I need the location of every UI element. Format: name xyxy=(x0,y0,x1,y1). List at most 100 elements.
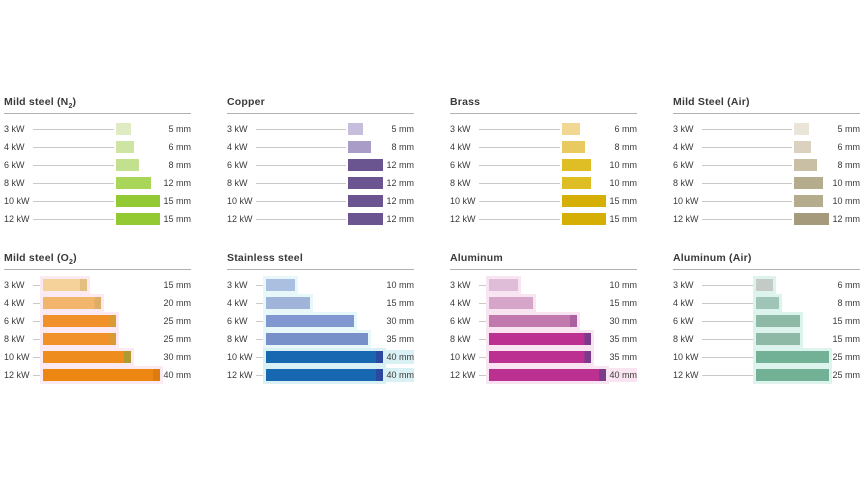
bar-track xyxy=(755,297,829,309)
chart-row: 3 kW 10 mm xyxy=(450,276,637,294)
connector-line xyxy=(33,146,114,148)
bar-track xyxy=(116,159,160,171)
chart-row: 3 kW 6 mm xyxy=(673,276,860,294)
bar xyxy=(562,141,586,153)
chart-title: Mild steel (O2) xyxy=(4,252,191,266)
bar-track xyxy=(755,315,829,327)
power-label: 8 kW xyxy=(227,334,248,344)
power-label: 10 kW xyxy=(450,352,476,362)
thickness-label: 10 mm xyxy=(609,160,637,170)
thickness-label: 6 mm xyxy=(837,142,861,152)
thickness-label: 15 mm xyxy=(163,214,191,224)
bar xyxy=(116,159,140,171)
bar xyxy=(116,123,131,135)
bar xyxy=(793,195,824,207)
bar-track xyxy=(42,351,160,363)
connector-line xyxy=(479,128,560,130)
chart-row: 6 kW 30 mm xyxy=(227,312,414,330)
bar-track xyxy=(562,195,606,207)
connector-line xyxy=(33,302,41,304)
bar-track xyxy=(793,213,829,225)
bar-track xyxy=(42,297,160,309)
chart-row: 6 kW 8 mm xyxy=(673,156,860,174)
chart-row: 3 kW 5 mm xyxy=(227,120,414,138)
chart-rows: 3 kW 6 mm 4 kW 8 mm 6 kW 10 mm 8 kW 10 m… xyxy=(450,120,637,228)
connector-line xyxy=(479,338,487,340)
chart-title-subscript: 2 xyxy=(68,103,73,111)
thickness-label: 25 mm xyxy=(163,334,191,344)
chart-rows: 3 kW 5 mm 4 kW 8 mm 6 kW 12 mm 8 kW 12 m… xyxy=(227,120,414,228)
chart-title-text: Aluminum (Air) xyxy=(673,252,752,264)
chart-row: 12 kW 25 mm xyxy=(673,366,860,384)
bar xyxy=(116,195,160,207)
thickness-label: 30 mm xyxy=(609,316,637,326)
chart-row: 4 kW 15 mm xyxy=(450,294,637,312)
power-label: 6 kW xyxy=(227,316,248,326)
charts-grid: Mild steel (N2) 3 kW 5 mm 4 kW 6 mm 6 kW… xyxy=(4,96,860,384)
connector-line xyxy=(256,218,346,220)
chart-row: 4 kW 8 mm xyxy=(450,138,637,156)
bar-track xyxy=(793,195,829,207)
power-label: 3 kW xyxy=(673,280,694,290)
chart-rows: 3 kW 15 mm 4 kW 20 mm 6 kW 25 mm 8 kW 25… xyxy=(4,276,191,384)
chart-row: 8 kW 35 mm xyxy=(227,330,414,348)
bar xyxy=(755,297,780,309)
bar xyxy=(488,297,533,309)
chart-row: 6 kW 10 mm xyxy=(450,156,637,174)
bar xyxy=(793,177,824,189)
power-label: 3 kW xyxy=(4,280,25,290)
chart-row: 4 kW 6 mm xyxy=(673,138,860,156)
bar-track xyxy=(265,369,383,381)
bar xyxy=(793,123,809,135)
thickness-label: 10 mm xyxy=(386,280,414,290)
power-label: 8 kW xyxy=(4,334,25,344)
chart-title-text: Aluminum xyxy=(450,252,503,264)
chart-row: 10 kW 12 mm xyxy=(227,192,414,210)
bar-track xyxy=(347,213,383,225)
thickness-label: 12 mm xyxy=(386,178,414,188)
thickness-label: 40 mm xyxy=(163,370,191,380)
thickness-label: 30 mm xyxy=(386,316,414,326)
thickness-label: 10 mm xyxy=(832,178,860,188)
thickness-label: 15 mm xyxy=(163,280,191,290)
power-label: 12 kW xyxy=(227,370,253,380)
bar xyxy=(265,333,369,345)
thickness-label: 25 mm xyxy=(832,352,860,362)
bar xyxy=(347,177,383,189)
bar xyxy=(347,195,383,207)
bar-track xyxy=(265,333,383,345)
chart-title: Aluminum xyxy=(450,252,637,264)
connector-line xyxy=(256,128,346,130)
bar xyxy=(488,315,577,327)
power-label: 4 kW xyxy=(4,298,25,308)
thickness-label: 12 mm xyxy=(832,214,860,224)
thickness-label: 5 mm xyxy=(168,124,192,134)
thickness-label: 15 mm xyxy=(609,196,637,206)
power-label: 3 kW xyxy=(450,124,471,134)
thickness-label: 10 mm xyxy=(609,178,637,188)
connector-line xyxy=(702,356,754,358)
chart-row: 12 kW 12 mm xyxy=(227,210,414,228)
chart-title-text: Stainless steel xyxy=(227,252,303,264)
chart-row: 12 kW 12 mm xyxy=(673,210,860,228)
bar-track xyxy=(488,297,606,309)
connector-line xyxy=(33,128,114,130)
thickness-label: 20 mm xyxy=(163,298,191,308)
connector-line xyxy=(702,338,754,340)
bar xyxy=(347,123,363,135)
power-label: 4 kW xyxy=(450,142,471,152)
chart-row: 10 kW 30 mm xyxy=(4,348,191,366)
connector-line xyxy=(33,356,41,358)
thickness-label: 40 mm xyxy=(606,368,637,382)
bar-track xyxy=(562,123,606,135)
bar xyxy=(488,369,606,381)
bar xyxy=(488,351,592,363)
bar-track xyxy=(562,177,606,189)
chart-row: 4 kW 8 mm xyxy=(673,294,860,312)
chart-title: Aluminum (Air) xyxy=(673,252,860,264)
chart-title: Copper xyxy=(227,96,414,108)
power-label: 12 kW xyxy=(4,370,30,380)
bar xyxy=(265,369,383,381)
connector-line xyxy=(479,284,487,286)
chart-row: 10 kW 10 mm xyxy=(673,192,860,210)
